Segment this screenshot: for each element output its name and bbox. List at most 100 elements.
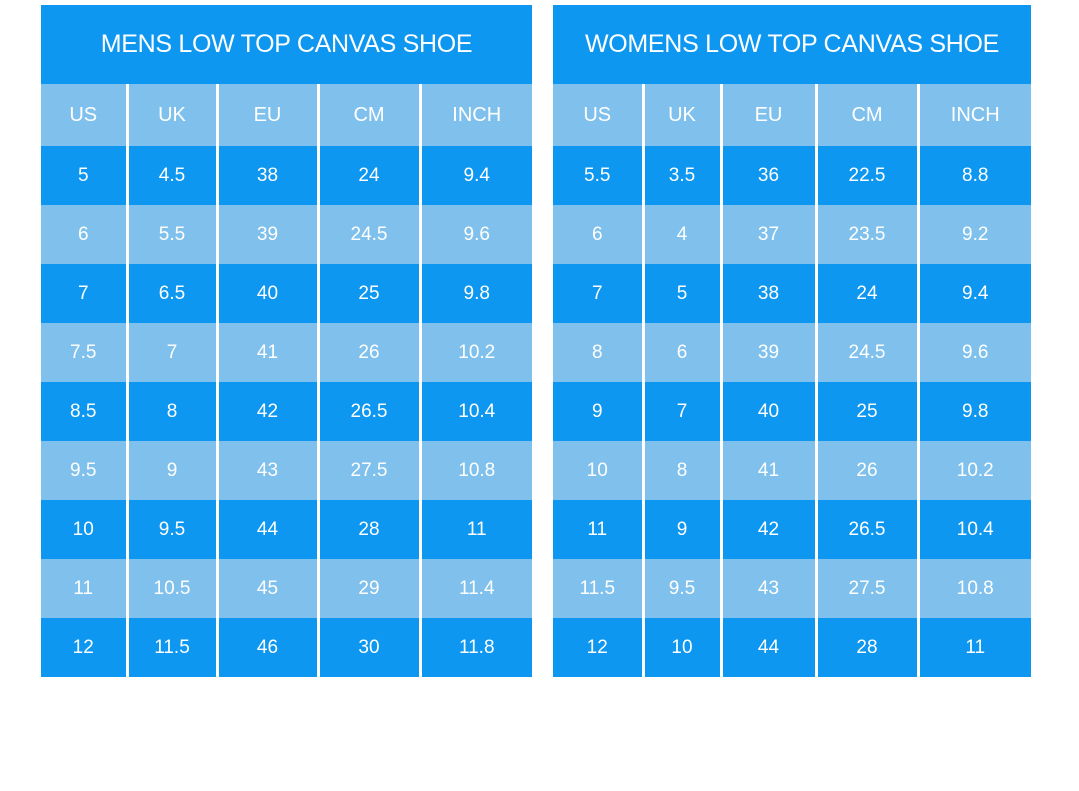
table-cell: 39 — [215, 205, 318, 264]
table-cell: 10 — [641, 618, 721, 677]
table-cell: 4.5 — [125, 146, 217, 205]
table-cell: 40 — [719, 382, 816, 441]
table-cell: 24.5 — [316, 205, 420, 264]
table-cell: 11 — [73, 577, 94, 599]
table-cell: 9 — [641, 500, 721, 559]
mens-table-body: 5 4.5 38 24 9.4 6 5.5 39 24.5 9.6 7 6.5 40 25 9.8 7.5 7 4… — [41, 146, 532, 677]
table-row: 12 10 44 28 11 — [553, 618, 1031, 677]
table-cell: 44 — [215, 500, 318, 559]
table-cell: 9.5 — [70, 459, 97, 481]
table-cell: 9.6 — [916, 323, 1031, 382]
table-cell: 42 — [215, 382, 318, 441]
table-cell: 11.5 — [579, 577, 616, 599]
table-cell: 44 — [719, 618, 816, 677]
table-cell: 7 — [591, 282, 603, 304]
table-cell: 30 — [316, 618, 420, 677]
table-cell: 4 — [641, 205, 721, 264]
column-header-eu: EU — [215, 84, 318, 146]
table-cell: 41 — [215, 323, 318, 382]
womens-table-body: 5.5 3.5 36 22.5 8.8 6 4 37 23.5 9.2 7 5 38 24 9.4 8 6 39 2… — [553, 146, 1031, 677]
table-cell: 45 — [215, 559, 318, 618]
table-cell: 7 — [641, 382, 721, 441]
table-cell: 10 — [72, 518, 94, 540]
table-row: 9 7 40 25 9.8 — [553, 382, 1031, 441]
table-row: 7.5 7 41 26 10.2 — [41, 323, 532, 382]
table-row: 11 9 42 26.5 10.4 — [553, 500, 1031, 559]
table-row: 5 4.5 38 24 9.4 — [41, 146, 532, 205]
column-header-cm: CM — [814, 84, 918, 146]
womens-header-row: US UK EU CM INCH — [553, 84, 1031, 146]
table-cell: 9.6 — [418, 205, 532, 264]
table-cell: 11.4 — [418, 559, 532, 618]
column-header-us: US — [583, 103, 612, 126]
table-cell: 27.5 — [814, 559, 918, 618]
table-cell: 26 — [814, 441, 918, 500]
table-cell: 43 — [215, 441, 318, 500]
table-cell: 46 — [215, 618, 318, 677]
table-cell: 24 — [814, 264, 918, 323]
table-cell: 6 — [641, 323, 721, 382]
table-cell: 7 — [77, 282, 89, 304]
table-cell: 28 — [316, 500, 420, 559]
table-cell: 29 — [316, 559, 420, 618]
table-cell: 7 — [125, 323, 217, 382]
table-cell: 26 — [316, 323, 420, 382]
table-row: 7 5 38 24 9.4 — [553, 264, 1031, 323]
table-cell: 9.2 — [916, 205, 1031, 264]
column-header-uk: UK — [641, 84, 721, 146]
column-header-inch: INCH — [916, 84, 1031, 146]
table-cell: 10.5 — [125, 559, 217, 618]
table-cell: 10.4 — [916, 500, 1031, 559]
table-row: 11 10.5 45 29 11.4 — [41, 559, 532, 618]
column-header-eu: EU — [719, 84, 816, 146]
table-cell: 26.5 — [814, 500, 918, 559]
table-cell: 6 — [591, 223, 603, 245]
table-cell: 9 — [125, 441, 217, 500]
table-cell: 5 — [641, 264, 721, 323]
table-row: 5.5 3.5 36 22.5 8.8 — [553, 146, 1031, 205]
table-cell: 11 — [916, 618, 1031, 677]
table-row: 6 5.5 39 24.5 9.6 — [41, 205, 532, 264]
table-cell: 8.5 — [70, 400, 97, 422]
table-cell: 3.5 — [641, 146, 721, 205]
table-cell: 10.4 — [418, 382, 532, 441]
table-cell: 9.8 — [916, 382, 1031, 441]
table-cell: 9.4 — [418, 146, 532, 205]
table-cell: 10.2 — [916, 441, 1031, 500]
table-cell: 10 — [586, 459, 608, 481]
table-cell: 9.8 — [418, 264, 532, 323]
table-cell: 10.2 — [418, 323, 532, 382]
table-cell: 38 — [719, 264, 816, 323]
table-row: 12 11.5 46 30 11.8 — [41, 618, 532, 677]
table-cell: 24 — [316, 146, 420, 205]
table-cell: 9.5 — [125, 500, 217, 559]
mens-header-row: US UK EU CM INCH — [41, 84, 532, 146]
table-cell: 5.5 — [125, 205, 217, 264]
womens-size-table: US UK EU CM INCH 5.5 3.5 36 22.5 8.8 6 4 37 23.5 9.2 7… — [553, 84, 1031, 677]
table-cell: 22.5 — [814, 146, 918, 205]
womens-size-chart: WOMENS LOW TOP CANVAS SHOE US UK EU CM INCH … — [553, 5, 1031, 677]
table-cell: 10.8 — [418, 441, 532, 500]
table-cell: 28 — [814, 618, 918, 677]
table-cell: 11 — [587, 518, 608, 540]
table-cell: 5.5 — [584, 164, 611, 186]
column-header-us: US — [69, 103, 98, 126]
table-row: 11.5 9.5 43 27.5 10.8 — [553, 559, 1031, 618]
table-cell: 41 — [719, 441, 816, 500]
table-cell: 11 — [418, 500, 532, 559]
table-row: 8.5 8 42 26.5 10.4 — [41, 382, 532, 441]
table-cell: 25 — [316, 264, 420, 323]
table-cell: 8.8 — [916, 146, 1031, 205]
table-cell: 37 — [719, 205, 816, 264]
table-cell: 7.5 — [70, 341, 97, 363]
table-cell: 12 — [586, 636, 608, 658]
table-cell: 9 — [591, 400, 603, 422]
mens-size-table: US UK EU CM INCH 5 4.5 38 24 9.4 6 5.5 39 24.5 9.6 7 6.… — [41, 84, 532, 677]
table-row: 10 9.5 44 28 11 — [41, 500, 532, 559]
table-cell: 23.5 — [814, 205, 918, 264]
table-cell: 12 — [72, 636, 94, 658]
table-cell: 36 — [719, 146, 816, 205]
table-cell: 11.8 — [418, 618, 532, 677]
table-row: 8 6 39 24.5 9.6 — [553, 323, 1031, 382]
